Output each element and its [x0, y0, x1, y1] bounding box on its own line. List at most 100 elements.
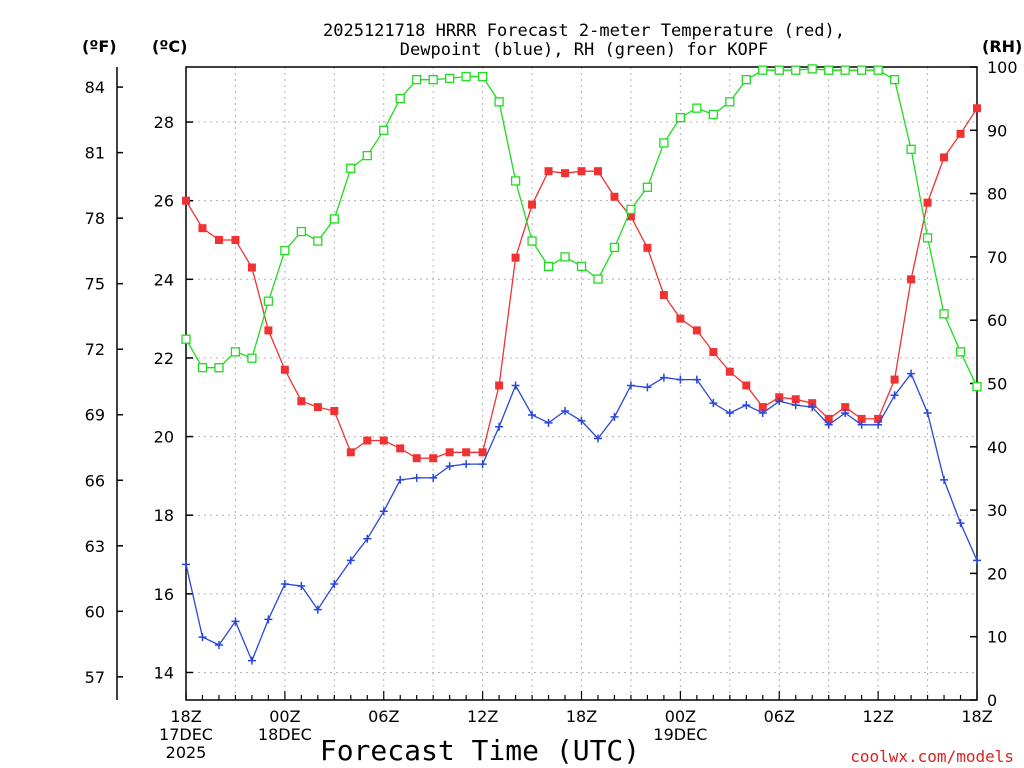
temperature-point: [791, 395, 800, 404]
temperature-point: [544, 167, 553, 176]
rh-point: [395, 94, 405, 104]
fahrenheit-tick-label: 78: [85, 209, 105, 228]
rh-tick-label: 100: [987, 58, 1018, 77]
celsius-unit-label: (ºC): [152, 37, 187, 56]
rh-point: [741, 75, 751, 85]
x-tick-label: 00Z: [269, 707, 300, 726]
fahrenheit-tick-label: 72: [85, 340, 105, 359]
celsius-tick-label: 16: [154, 585, 174, 604]
temperature-point: [182, 196, 190, 205]
celsius-tick-label: 18: [154, 506, 174, 525]
series-dewpoint: [182, 369, 981, 665]
rh-tick-label: 10: [987, 628, 1007, 647]
dewpoint-point: [280, 580, 289, 589]
rh-point: [494, 97, 504, 107]
dewpoint-point: [775, 397, 784, 406]
x-tick-label: 18DEC: [258, 725, 312, 744]
rh-point: [725, 97, 735, 107]
dewpoint-point: [857, 420, 866, 429]
temperature-point: [264, 326, 273, 335]
dewpoint-point: [659, 373, 668, 382]
temperature-point: [610, 192, 619, 201]
rh-point: [230, 347, 241, 357]
fahrenheit-tick-label: 75: [85, 275, 105, 294]
dewpoint-point: [182, 560, 190, 569]
x-tick-label: 18Z: [170, 707, 201, 726]
dewpoint-point: [791, 401, 800, 410]
temperature-point: [247, 263, 256, 272]
temperature-point: [676, 314, 685, 323]
rh-point: [840, 65, 850, 75]
dewpoint-point: [445, 462, 454, 471]
rh-point: [939, 309, 949, 319]
rh-point: [659, 138, 669, 148]
fahrenheit-unit-label: (ºF): [82, 37, 117, 56]
x-tick-label: 18Z: [566, 707, 597, 726]
rh-point: [955, 347, 966, 357]
dewpoint-point: [643, 383, 652, 392]
rh-tick-label: 60: [987, 311, 1007, 330]
temperature-point: [626, 212, 635, 221]
dewpoint-point: [511, 381, 520, 390]
temperature-point: [709, 348, 718, 357]
temperature-point: [742, 381, 751, 390]
temperature-point: [462, 448, 471, 457]
rh-tick-label: 40: [987, 438, 1007, 457]
dewpoint-point: [923, 408, 932, 417]
fahrenheit-tick-label: 66: [85, 471, 105, 490]
rh-point: [692, 103, 702, 113]
rh-point: [379, 125, 389, 135]
dewpoint-point: [346, 556, 355, 565]
temperature-point: [907, 275, 916, 284]
temperature-point: [593, 167, 602, 176]
x-tick-label: 19DEC: [653, 725, 707, 744]
temperature-point: [495, 381, 504, 390]
watermark: coolwx.com/models: [850, 747, 1014, 766]
temperature-point: [561, 169, 570, 178]
rh-unit-label: (RH): [982, 37, 1022, 56]
rh-point: [774, 65, 784, 75]
dewpoint-point: [940, 475, 949, 484]
rh-point: [791, 65, 801, 75]
temperature-point: [824, 414, 833, 423]
rh-point: [181, 334, 191, 344]
rh-tick-label: 90: [987, 121, 1007, 140]
dewpoint-point: [330, 580, 339, 589]
rh-point: [708, 109, 718, 120]
dewpoint-point: [692, 375, 701, 384]
chart-title-line2: Dewpoint (blue), RH (green) for KOPF: [400, 40, 768, 60]
x-tick-label: 00Z: [665, 707, 696, 726]
axis-layer: 57 60 63 66 69 72 75 78 81 84 14 16 18 20 22 24 26 28 0 10 2…: [85, 58, 1018, 762]
rh-point: [593, 274, 603, 284]
dewpoint-point: [363, 534, 372, 543]
rh-tick-label: 20: [987, 564, 1007, 583]
temperature-point: [857, 414, 866, 423]
temperature-point: [659, 291, 668, 300]
rh-point: [807, 64, 817, 74]
celsius-tick-label: 28: [154, 113, 174, 132]
dewpoint-point: [610, 412, 619, 421]
chart-title-line1: 2025121718 HRRR Forecast 2-meter Tempera…: [323, 21, 845, 41]
temperature-point: [577, 167, 586, 176]
temperature-point: [379, 436, 388, 445]
rh-point: [527, 236, 537, 246]
rh-point: [922, 233, 933, 243]
rh-point: [412, 75, 422, 85]
rh-tick-label: 80: [987, 185, 1007, 204]
dewpoint-point: [561, 407, 570, 416]
temperature-point: [973, 104, 981, 113]
temperature-point: [923, 198, 932, 207]
dewpoint-point: [429, 473, 438, 482]
rh-point: [461, 71, 471, 82]
temperature-point: [725, 367, 734, 376]
x-tick-label: 06Z: [764, 707, 795, 726]
rh-point: [510, 176, 521, 186]
temperature-point: [412, 454, 421, 463]
rh-point: [906, 144, 916, 154]
dewpoint-point: [544, 418, 553, 427]
temperature-point: [478, 448, 487, 457]
temperature-point: [643, 243, 652, 252]
rh-point: [642, 182, 653, 192]
temperature-point: [231, 235, 240, 244]
